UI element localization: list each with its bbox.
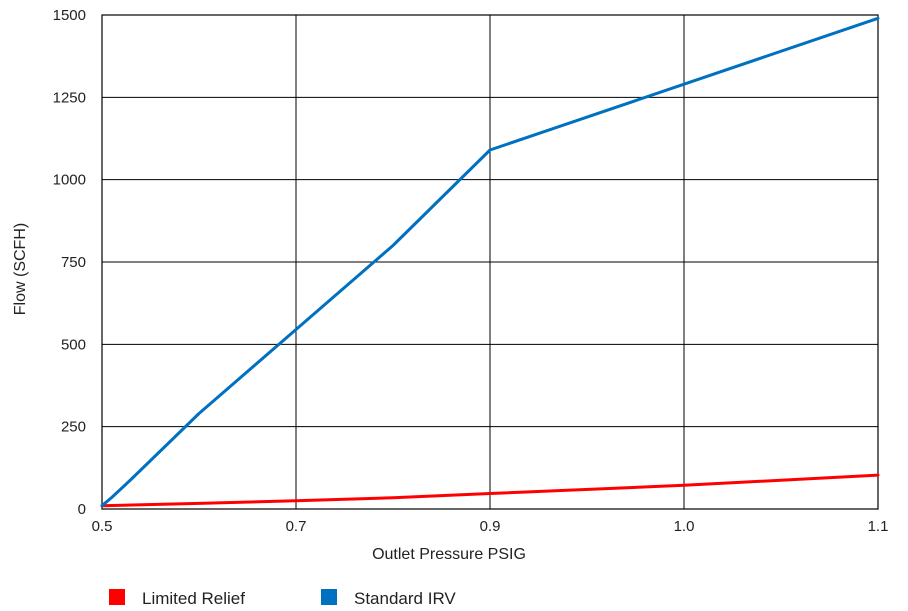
series-lines bbox=[100, 16, 880, 508]
y-tick-label: 0 bbox=[78, 501, 86, 518]
x-axis-ticks: 0.5 0.7 0.9 1.0 1.1 bbox=[92, 518, 889, 535]
legend-label: Standard IRV bbox=[354, 589, 456, 608]
legend: Limited Relief Standard IRV bbox=[109, 589, 456, 608]
y-tick-label: 750 bbox=[61, 254, 86, 271]
y-tick-label: 1500 bbox=[53, 7, 86, 24]
plot-frame bbox=[101, 14, 879, 510]
y-tick-label: 500 bbox=[61, 336, 86, 353]
grid bbox=[101, 14, 879, 510]
y-axis-title: Flow (SCFH) bbox=[12, 223, 29, 315]
x-tick-label: 1.1 bbox=[868, 518, 889, 535]
legend-swatch bbox=[109, 589, 125, 605]
series-line-0 bbox=[100, 473, 880, 508]
x-tick-label: 0.9 bbox=[480, 518, 501, 535]
x-tick-label: 0.7 bbox=[286, 518, 307, 535]
x-axis-title: Outlet Pressure PSIG bbox=[372, 546, 526, 563]
y-tick-label: 1000 bbox=[53, 172, 86, 189]
y-tick-label: 1250 bbox=[53, 89, 86, 106]
legend-label: Limited Relief bbox=[142, 589, 245, 608]
x-tick-label: 0.5 bbox=[92, 518, 113, 535]
y-axis-ticks: 0 250 500 750 1000 1250 1500 bbox=[53, 7, 86, 518]
legend-swatch bbox=[321, 589, 337, 605]
y-tick-label: 250 bbox=[61, 419, 86, 436]
series-line-1 bbox=[100, 16, 880, 508]
x-tick-label: 1.0 bbox=[674, 518, 695, 535]
